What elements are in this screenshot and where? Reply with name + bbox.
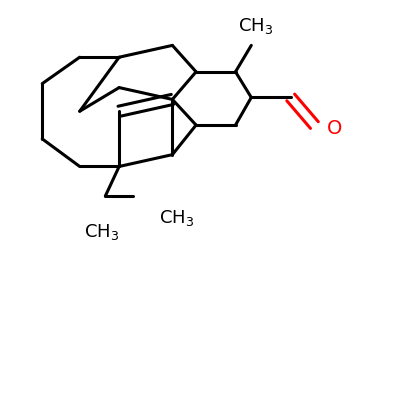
Text: CH$_3$: CH$_3$ [238,16,273,36]
Text: CH$_3$: CH$_3$ [158,208,194,228]
Text: O: O [326,120,342,138]
Text: CH$_3$: CH$_3$ [84,222,119,242]
